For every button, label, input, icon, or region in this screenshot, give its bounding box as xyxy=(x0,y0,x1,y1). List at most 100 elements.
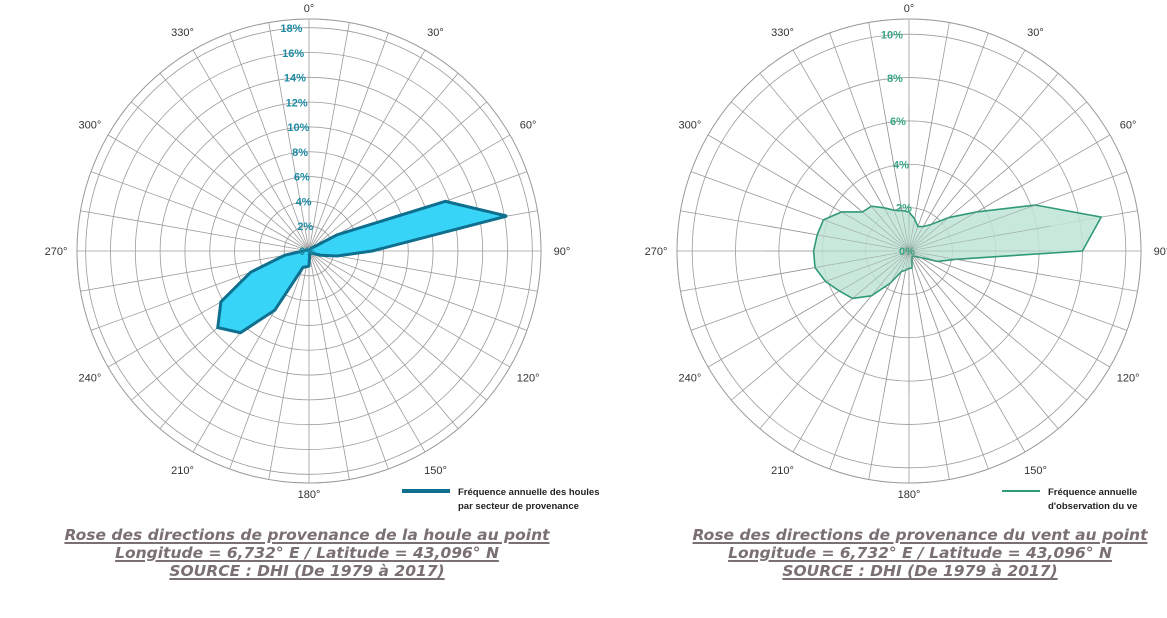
grid-spoke xyxy=(80,250,310,292)
legend-label: d'observation du ve xyxy=(1048,501,1137,512)
direction-label: 120° xyxy=(1117,373,1140,385)
direction-label: 0° xyxy=(904,3,915,15)
grid-spoke xyxy=(908,109,935,252)
grid-spoke xyxy=(784,250,910,324)
radial-tick-label: 6% xyxy=(890,116,906,128)
direction-label: 180° xyxy=(898,489,921,501)
grid-spoke xyxy=(159,73,310,252)
radial-tick-labels: 0% 2% 4% 6% 8% 10% xyxy=(881,30,915,258)
direction-label: 270° xyxy=(45,246,68,258)
direction-label: 30° xyxy=(427,27,444,39)
direction-label: 330° xyxy=(171,27,194,39)
grid-spoke xyxy=(816,250,910,362)
grid-spoke xyxy=(767,250,910,277)
direction-label: 60° xyxy=(520,120,537,132)
grid-spoke xyxy=(268,250,310,480)
grid-spoke xyxy=(883,250,910,393)
direction-label: 300° xyxy=(679,120,702,132)
direction-labels: 0° 30° 60° 90° 120° 150° 180° 210° 240° 270° 300° 3… xyxy=(645,3,1167,501)
grid-spoke xyxy=(883,109,910,252)
grid-spoke xyxy=(798,250,910,344)
radial-tick-label: 12% xyxy=(286,97,308,109)
grid-spoke xyxy=(229,250,310,470)
direction-label: 270° xyxy=(645,246,668,258)
radial-tick-label: 14% xyxy=(284,73,306,85)
radial-tick-label: 2% xyxy=(896,203,912,215)
grid-spoke xyxy=(908,140,1002,252)
caption-line: Rose des directions de provenance du ven… xyxy=(692,526,1148,544)
grid-spoke xyxy=(816,140,910,252)
grid-spoke xyxy=(908,158,1020,252)
grid-spoke xyxy=(908,225,1051,252)
grid-spoke xyxy=(308,250,389,470)
radial-tick-label: 8% xyxy=(887,73,903,85)
radial-tick-labels: 0% 2% 4% 6% 8% 10% 12% 14% 16% 18% xyxy=(280,23,315,258)
legend-label: Fréquence annuelle des houles xyxy=(458,487,599,498)
grid-spoke xyxy=(268,22,310,252)
direction-label: 120° xyxy=(517,373,540,385)
grid-spoke xyxy=(767,225,910,252)
series-area xyxy=(812,204,1103,300)
grid-spoke xyxy=(908,250,935,393)
radial-tick-label: 8% xyxy=(292,147,308,159)
direction-label: 210° xyxy=(171,465,194,477)
grid-spoke xyxy=(773,250,910,301)
grid-spoke xyxy=(836,126,910,252)
direction-label: 30° xyxy=(1027,27,1044,39)
grid-spoke xyxy=(308,250,528,331)
direction-labels: 0° 30° 60° 90° 120° 150° 180° 210° 240° 270° 300° 3… xyxy=(45,3,571,501)
grid-spoke xyxy=(908,250,1002,362)
grid-spoke xyxy=(308,32,389,252)
grid-spoke xyxy=(131,101,310,252)
caption-line: Longitude = 6,732° E / Latitude = 43,096… xyxy=(728,544,1112,562)
grid-spoke xyxy=(308,250,426,453)
direction-label: 330° xyxy=(771,27,794,39)
caption-line: SOURCE : DHI (De 1979 à 2017) xyxy=(782,562,1058,580)
grid-spoke xyxy=(229,32,310,252)
series-area xyxy=(216,199,508,335)
rose-chart-2: 0° 30° 60° 90° 120° 150° 180° 210° 240° 270° 300° 3… xyxy=(645,3,1167,512)
radial-tick-label: 18% xyxy=(280,23,302,35)
legend: Fréquence annuelle d'observation du ve xyxy=(1002,487,1137,512)
rose-chart-1: 0° 30° 60° 90° 120° 150° 180° 210° 240° 270° 300° 3… xyxy=(45,3,600,512)
grid-spoke xyxy=(308,250,511,368)
radial-tick-label: 4% xyxy=(893,159,909,171)
grid-spoke xyxy=(908,250,959,387)
grid-spoke xyxy=(773,201,910,252)
direction-label: 150° xyxy=(424,465,447,477)
grid-spoke xyxy=(908,178,1034,252)
grid-spoke xyxy=(308,250,350,480)
legend-label: Fréquence annuelle xyxy=(1048,487,1137,498)
grid-spoke xyxy=(908,115,959,252)
caption-line: Longitude = 6,732° E / Latitude = 43,096… xyxy=(115,544,499,562)
grid-spoke xyxy=(308,250,459,429)
grid-spoke xyxy=(908,250,1045,301)
radial-tick-label: 0% xyxy=(899,246,915,258)
radial-tick-label: 6% xyxy=(294,172,310,184)
grid-spoke xyxy=(908,250,1020,344)
grid-spoke xyxy=(107,134,310,252)
grid-spoke xyxy=(908,201,1045,252)
grid-spoke xyxy=(859,115,910,252)
wave-rose-caption: Rose des directions de provenance de la … xyxy=(0,526,614,580)
grid-spoke xyxy=(90,171,310,252)
grid-spoke xyxy=(308,49,426,252)
grid-spoke xyxy=(308,73,459,252)
direction-label: 90° xyxy=(554,246,571,258)
grid-spoke xyxy=(908,250,982,376)
grid-spoke xyxy=(784,178,910,252)
grid-spoke xyxy=(908,250,1034,324)
direction-label: 300° xyxy=(79,120,102,132)
grid-spoke xyxy=(80,210,310,252)
radial-tick-label: 10% xyxy=(881,30,903,42)
direction-label: 240° xyxy=(679,373,702,385)
legend-label: par secteur de provenance xyxy=(458,501,579,512)
direction-label: 150° xyxy=(1024,465,1047,477)
radial-tick-label: 10% xyxy=(287,122,309,134)
direction-label: 180° xyxy=(298,489,321,501)
wind-rose-caption: Rose des directions de provenance du ven… xyxy=(640,526,1167,580)
direction-label: 0° xyxy=(304,3,315,15)
radial-tick-label: 2% xyxy=(297,221,313,233)
direction-label: 90° xyxy=(1154,246,1167,258)
